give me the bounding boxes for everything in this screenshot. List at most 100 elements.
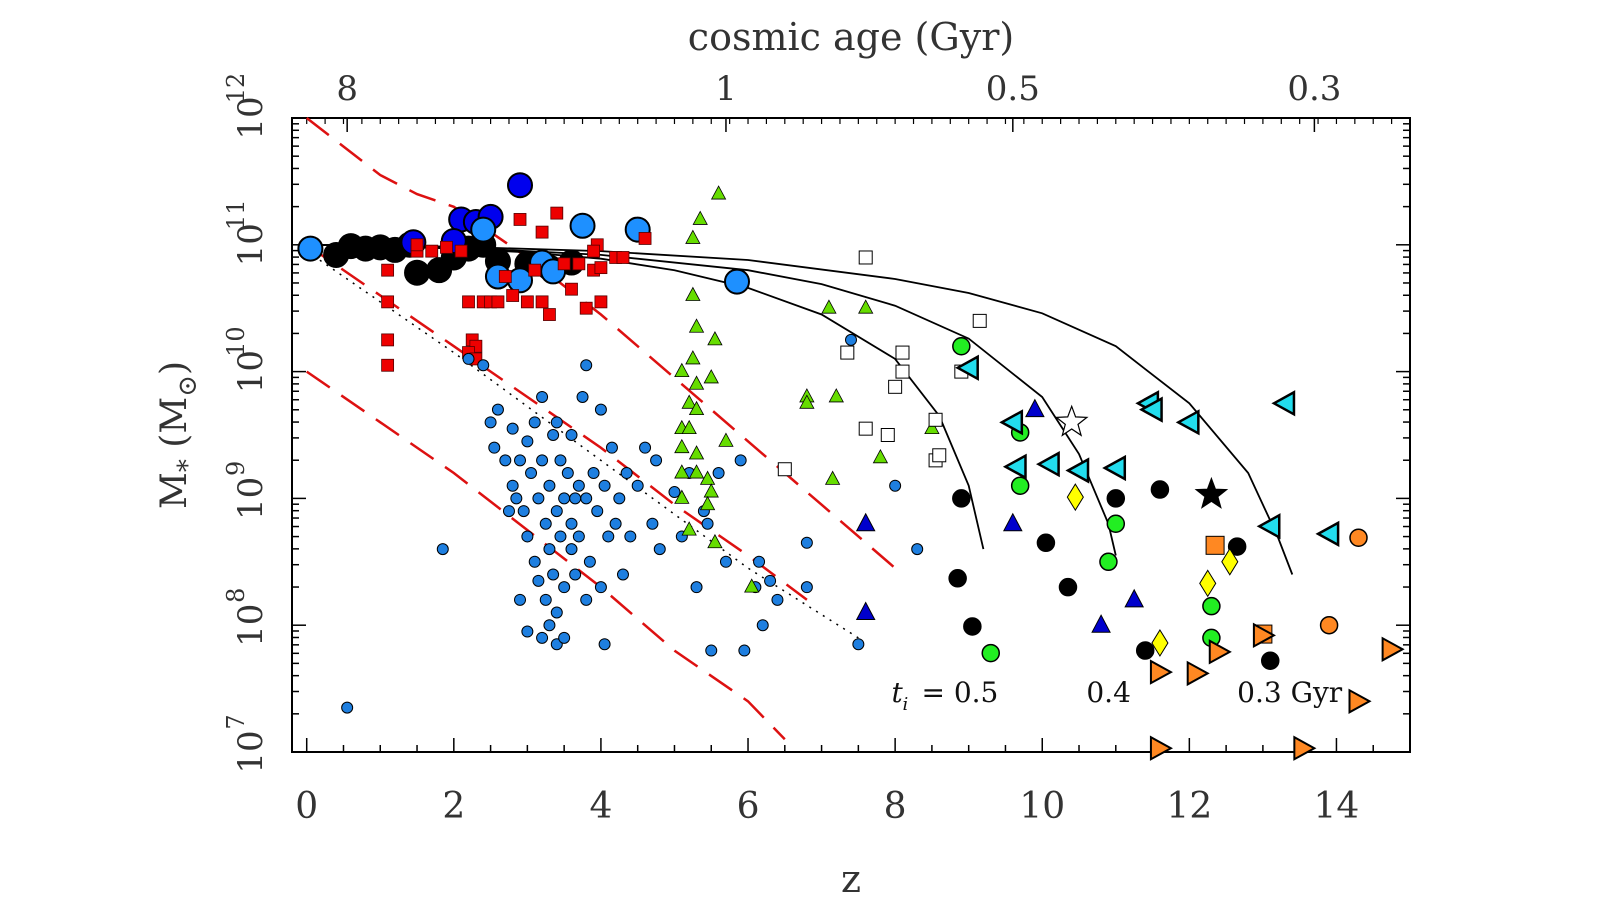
top-tick-label: 1 — [715, 69, 737, 109]
y-tick-exponent: 8 — [222, 588, 250, 603]
data-point — [620, 467, 633, 480]
data-point — [565, 517, 578, 530]
data-point — [1208, 639, 1232, 665]
x-tick-label: 10 — [1019, 786, 1065, 827]
data-point — [1319, 615, 1339, 635]
y-tick-base: 10 — [231, 604, 271, 647]
data-point — [646, 517, 659, 530]
data-point — [404, 259, 431, 286]
data-point — [631, 479, 644, 492]
data-point — [569, 212, 596, 239]
data-point — [1261, 651, 1280, 670]
data-point — [821, 299, 837, 314]
ti-subscript: i — [902, 694, 908, 715]
data-point — [738, 644, 751, 657]
x-tick-label: 12 — [1166, 786, 1212, 827]
data-point — [1252, 622, 1276, 649]
data-point — [425, 244, 439, 258]
y-axis-title: M* (M⊙) — [154, 361, 203, 509]
data-point — [1271, 390, 1296, 417]
data-point — [536, 454, 549, 467]
data-point — [498, 270, 512, 283]
data-point — [705, 644, 718, 657]
data-point — [462, 295, 475, 309]
data-point — [1186, 660, 1210, 687]
growth-track — [314, 243, 985, 550]
top-axis-label: cosmic age (Gyr) — [688, 15, 1014, 59]
data-point — [1106, 489, 1126, 508]
data-point — [470, 216, 497, 243]
y-tick-base: 10 — [231, 350, 271, 393]
data-point — [1205, 535, 1225, 555]
ti-value-05: = 0.5 — [921, 676, 998, 709]
data-point — [764, 574, 777, 587]
data-point — [616, 568, 629, 581]
data-point — [547, 429, 560, 441]
data-point — [543, 308, 556, 321]
data-point — [491, 295, 505, 309]
data-point — [681, 419, 697, 435]
data-point — [535, 295, 549, 309]
data-point — [579, 301, 593, 315]
data-point — [1099, 552, 1118, 572]
data-point — [517, 505, 530, 518]
data-point — [1149, 735, 1173, 761]
data-point — [513, 213, 527, 226]
data-point — [510, 492, 523, 505]
data-point — [536, 631, 549, 644]
data-points — [297, 172, 1405, 761]
data-point — [699, 495, 716, 511]
data-point — [1221, 547, 1239, 576]
data-point — [520, 295, 534, 309]
data-point — [734, 454, 747, 467]
data-point — [602, 530, 615, 543]
data-point — [723, 268, 750, 295]
data-point — [1106, 514, 1126, 534]
axes — [291, 117, 1411, 753]
data-point — [591, 505, 604, 518]
top-tick-label: 8 — [336, 69, 358, 109]
data-point — [1002, 512, 1023, 532]
data-point — [681, 521, 697, 536]
y-tick-exponent: 9 — [222, 461, 250, 476]
data-point — [952, 336, 971, 356]
data-point — [528, 416, 541, 429]
data-point — [800, 536, 813, 549]
data-point — [561, 467, 574, 480]
data-point — [381, 263, 395, 277]
data-point — [1227, 537, 1247, 556]
data-point — [688, 464, 705, 479]
data-point — [895, 345, 910, 360]
data-point — [565, 543, 578, 556]
data-point — [674, 464, 690, 479]
y-tick-label: 109 — [222, 461, 271, 520]
data-point — [594, 261, 608, 275]
y-tick-label: 107 — [222, 714, 271, 773]
data-point — [507, 172, 534, 199]
y-tick-exponent: 11 — [222, 200, 250, 231]
data-point — [554, 454, 567, 467]
data-point — [1002, 453, 1027, 480]
data-point — [1054, 404, 1089, 437]
x-tick-label: 6 — [737, 786, 760, 827]
data-point — [685, 286, 701, 301]
data-point — [1202, 596, 1221, 616]
data-point — [668, 486, 681, 499]
growth-track — [314, 243, 1294, 575]
data-point — [587, 467, 600, 480]
data-point — [594, 295, 608, 309]
data-point — [972, 313, 987, 328]
y-tick-base: 10 — [231, 223, 271, 266]
data-point — [845, 333, 857, 346]
data-point — [543, 543, 556, 556]
data-point — [852, 638, 865, 651]
data-point — [744, 578, 760, 593]
data-point — [688, 445, 705, 460]
data-point — [685, 350, 701, 365]
data-point — [554, 530, 567, 543]
data-point — [543, 619, 556, 632]
data-point — [756, 619, 769, 632]
